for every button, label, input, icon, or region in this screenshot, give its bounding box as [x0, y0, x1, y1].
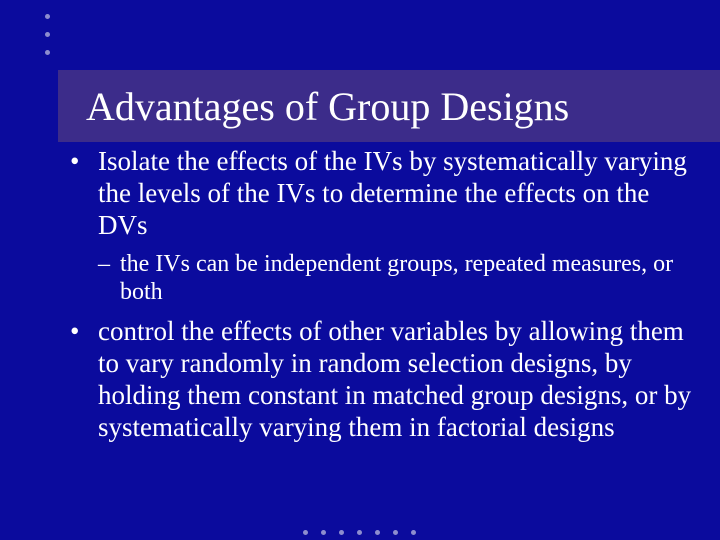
dot-icon [45, 32, 50, 37]
list-item: control the effects of other variables b… [70, 316, 692, 443]
dot-icon [321, 530, 326, 535]
bullet-text: control the effects of other variables b… [98, 316, 691, 442]
dot-icon [303, 530, 308, 535]
slide: Advantages of Group Designs Isolate the … [0, 0, 720, 540]
slide-title: Advantages of Group Designs [86, 83, 569, 130]
dot-icon [393, 530, 398, 535]
list-item: Isolate the effects of the IVs by system… [70, 146, 692, 306]
dot-icon [339, 530, 344, 535]
sub-bullet-list: the IVs can be independent groups, repea… [98, 250, 692, 307]
sub-bullet-text: the IVs can be independent groups, repea… [120, 251, 673, 305]
dot-icon [45, 50, 50, 55]
bullet-text: Isolate the effects of the IVs by system… [98, 146, 687, 240]
slide-body: Isolate the effects of the IVs by system… [70, 146, 692, 454]
dot-icon [375, 530, 380, 535]
dot-icon [357, 530, 362, 535]
list-item: the IVs can be independent groups, repea… [98, 250, 692, 307]
title-band: Advantages of Group Designs [58, 70, 720, 142]
dot-icon [411, 530, 416, 535]
bullet-list: Isolate the effects of the IVs by system… [70, 146, 692, 444]
dot-icon [45, 14, 50, 19]
